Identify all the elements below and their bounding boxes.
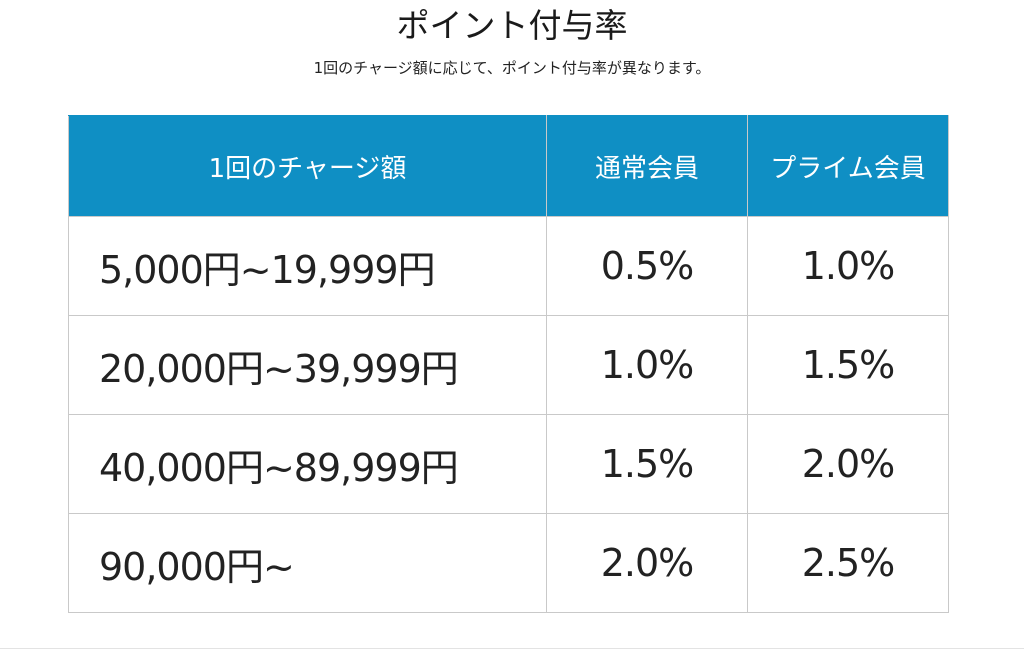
header-charge-amount: 1回のチャージ額 bbox=[68, 115, 547, 217]
prime-rate-cell: 1.0% bbox=[747, 216, 949, 316]
prime-rate-cell: 1.5% bbox=[747, 315, 949, 415]
charge-range-cell: 40,000円~89,999円 bbox=[68, 414, 547, 514]
table-row: 40,000円~89,999円 1.5% 2.0% bbox=[68, 414, 949, 514]
normal-rate-cell: 1.0% bbox=[546, 315, 748, 415]
page-subtitle: 1回のチャージ額に応じて、ポイント付与率が異なります。 bbox=[313, 59, 711, 77]
prime-rate-cell: 2.5% bbox=[747, 513, 949, 613]
normal-rate-cell: 1.5% bbox=[546, 414, 748, 514]
header-prime-member: プライム会員 bbox=[747, 115, 949, 217]
table-row: 90,000円~ 2.0% 2.5% bbox=[68, 513, 949, 613]
bottom-divider bbox=[0, 648, 1024, 649]
prime-rate-cell: 2.0% bbox=[747, 414, 949, 514]
normal-rate-cell: 2.0% bbox=[546, 513, 748, 613]
point-rate-table: 1回のチャージ額 通常会員 プライム会員 5,000円~19,999円 0.5%… bbox=[68, 115, 949, 613]
charge-range-cell: 20,000円~39,999円 bbox=[68, 315, 547, 415]
table-header-row: 1回のチャージ額 通常会員 プライム会員 bbox=[68, 115, 949, 217]
normal-rate-cell: 0.5% bbox=[546, 216, 748, 316]
table-row: 20,000円~39,999円 1.0% 1.5% bbox=[68, 315, 949, 415]
header-normal-member: 通常会員 bbox=[546, 115, 748, 217]
charge-range-cell: 5,000円~19,999円 bbox=[68, 216, 547, 316]
page-title: ポイント付与率 bbox=[396, 6, 628, 45]
table-row: 5,000円~19,999円 0.5% 1.0% bbox=[68, 216, 949, 316]
charge-range-cell: 90,000円~ bbox=[68, 513, 547, 613]
